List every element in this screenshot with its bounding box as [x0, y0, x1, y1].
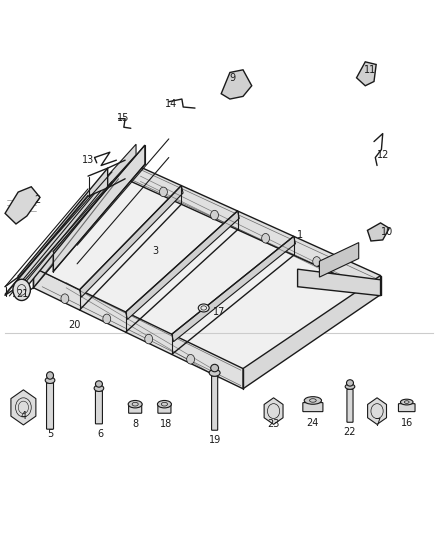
Circle shape: [187, 354, 194, 364]
Circle shape: [61, 294, 69, 303]
Polygon shape: [33, 160, 381, 368]
Text: 24: 24: [307, 418, 319, 428]
Ellipse shape: [157, 400, 171, 408]
Ellipse shape: [46, 372, 53, 379]
Ellipse shape: [128, 400, 142, 408]
FancyBboxPatch shape: [399, 403, 415, 411]
FancyBboxPatch shape: [303, 402, 323, 411]
Text: 1: 1: [297, 230, 303, 240]
Text: 17: 17: [213, 306, 225, 317]
Polygon shape: [243, 276, 381, 389]
Polygon shape: [18, 168, 108, 297]
Text: 4: 4: [20, 411, 26, 421]
Text: 20: 20: [69, 320, 81, 330]
FancyBboxPatch shape: [95, 391, 102, 424]
Text: 6: 6: [97, 429, 103, 439]
Ellipse shape: [45, 377, 55, 383]
Circle shape: [261, 233, 269, 243]
Text: 16: 16: [401, 418, 413, 428]
Ellipse shape: [209, 369, 220, 376]
Text: 10: 10: [381, 227, 393, 237]
FancyBboxPatch shape: [347, 389, 353, 422]
Polygon shape: [357, 62, 376, 86]
Polygon shape: [125, 160, 381, 295]
Polygon shape: [11, 390, 36, 425]
Ellipse shape: [211, 365, 219, 372]
Polygon shape: [172, 236, 296, 342]
FancyBboxPatch shape: [158, 403, 171, 413]
Circle shape: [159, 187, 167, 197]
Text: 9: 9: [229, 73, 235, 83]
Ellipse shape: [95, 381, 102, 387]
Ellipse shape: [198, 304, 209, 312]
Text: 5: 5: [47, 429, 53, 439]
Ellipse shape: [266, 407, 281, 415]
Text: 14: 14: [165, 99, 177, 109]
Polygon shape: [80, 185, 183, 297]
Polygon shape: [319, 243, 359, 277]
FancyBboxPatch shape: [46, 383, 53, 429]
Circle shape: [145, 334, 152, 344]
Ellipse shape: [345, 384, 355, 389]
Circle shape: [103, 314, 111, 324]
Text: 19: 19: [208, 435, 221, 445]
Text: 2: 2: [35, 195, 41, 205]
Ellipse shape: [370, 407, 384, 415]
Ellipse shape: [400, 399, 413, 405]
Text: 18: 18: [159, 419, 172, 429]
Polygon shape: [264, 398, 283, 424]
Polygon shape: [297, 269, 381, 296]
Polygon shape: [33, 268, 243, 389]
Polygon shape: [53, 146, 145, 272]
Text: 12: 12: [377, 150, 389, 160]
Text: 13: 13: [82, 155, 94, 165]
Polygon shape: [40, 144, 136, 261]
FancyBboxPatch shape: [129, 403, 142, 413]
Text: 15: 15: [117, 112, 129, 123]
Circle shape: [211, 211, 219, 220]
Ellipse shape: [304, 397, 321, 404]
FancyBboxPatch shape: [212, 376, 218, 430]
Polygon shape: [221, 70, 252, 99]
Text: 11: 11: [364, 65, 376, 75]
Text: 22: 22: [344, 427, 356, 437]
Polygon shape: [367, 223, 389, 241]
Polygon shape: [5, 187, 40, 224]
Text: 21: 21: [16, 289, 29, 299]
Circle shape: [13, 279, 30, 301]
Text: 23: 23: [267, 419, 280, 429]
Text: 3: 3: [152, 246, 159, 255]
Ellipse shape: [94, 385, 104, 391]
Text: 8: 8: [132, 419, 138, 429]
Polygon shape: [367, 398, 386, 424]
Polygon shape: [33, 160, 125, 288]
Text: 7: 7: [374, 418, 380, 428]
Polygon shape: [126, 211, 239, 319]
Ellipse shape: [346, 379, 353, 386]
Circle shape: [313, 257, 321, 266]
